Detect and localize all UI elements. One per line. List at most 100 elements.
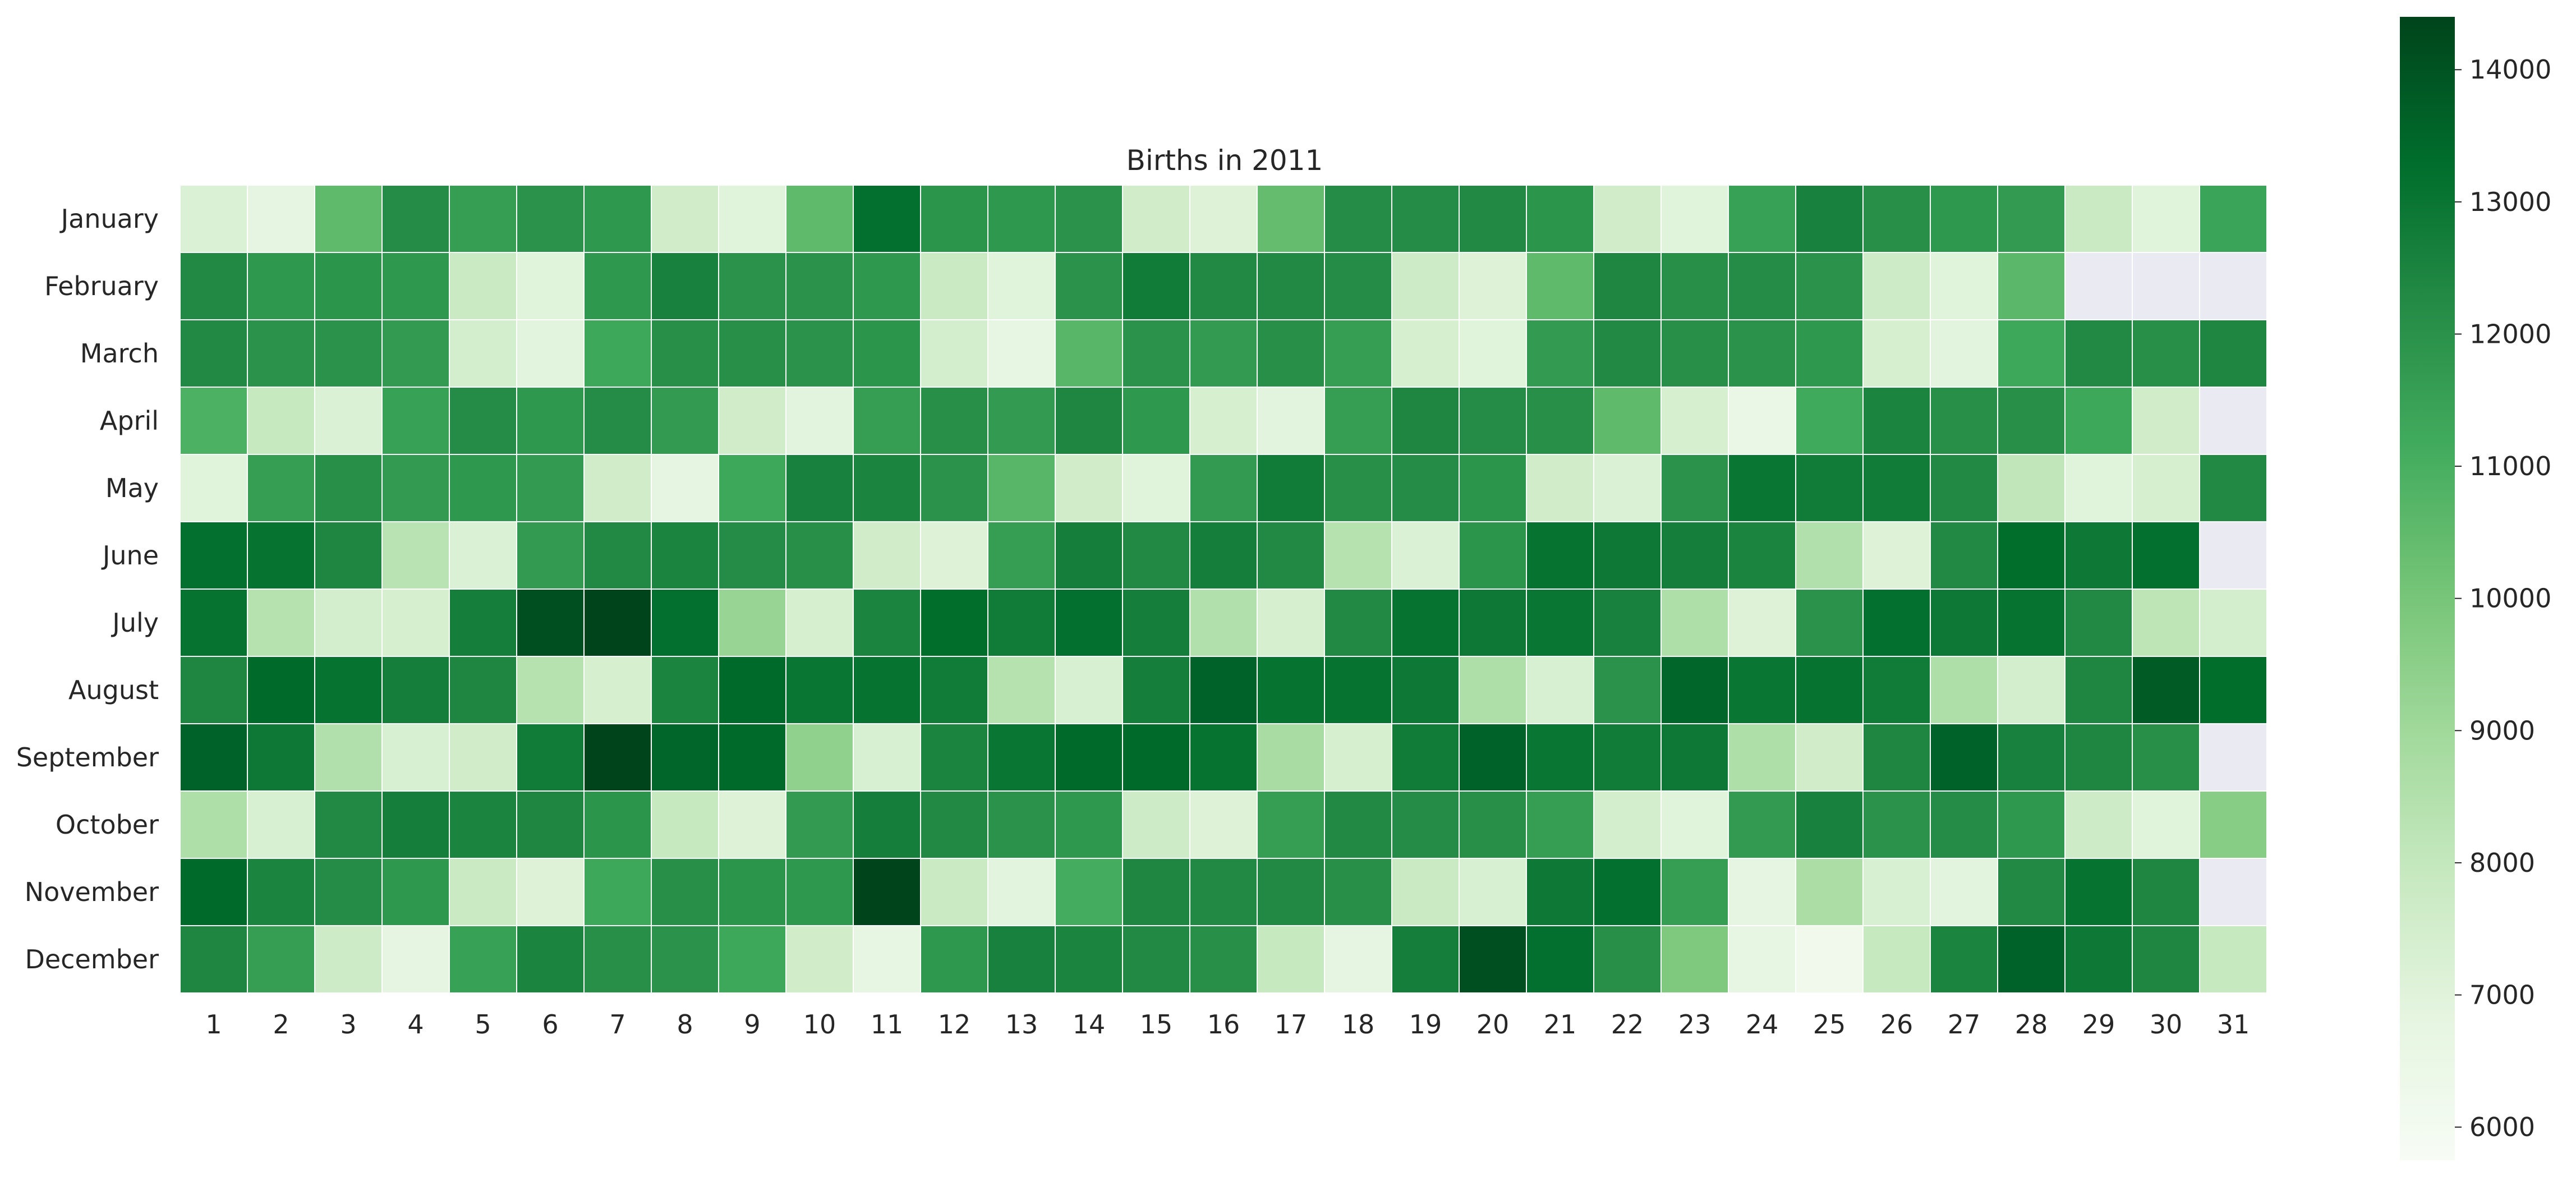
heatmap-cell (853, 656, 921, 724)
column-label: 30 (2150, 1009, 2183, 1040)
heatmap-cell (1459, 656, 1527, 724)
heatmap-cell (449, 185, 517, 253)
heatmap-cell (449, 521, 517, 590)
heatmap-cell (449, 588, 517, 657)
column-label: 13 (1005, 1009, 1038, 1040)
heatmap-cell (2064, 521, 2133, 590)
heatmap-cell (1593, 319, 1662, 388)
heatmap-cell (1728, 925, 1796, 994)
row-label: July (111, 608, 159, 638)
heatmap-cell (2132, 925, 2200, 994)
heatmap-cell (1526, 521, 1594, 590)
heatmap-cell (987, 588, 1056, 657)
heatmap-cell (2199, 319, 2267, 388)
heatmap-cell (583, 185, 652, 253)
heatmap-cell (1997, 387, 2066, 455)
heatmap-cell (1593, 387, 1662, 455)
heatmap-cell (381, 387, 450, 455)
heatmap-cell (1593, 588, 1662, 657)
heatmap-cell (449, 319, 517, 388)
row-label: April (100, 406, 159, 436)
heatmap-cell (2132, 252, 2200, 320)
heatmap-cell (1862, 858, 1931, 926)
heatmap-cell (314, 858, 383, 926)
heatmap-cell (1257, 925, 1325, 994)
colorbar-tick-label: 11000 (2469, 451, 2551, 481)
heatmap-cell (651, 387, 719, 455)
heatmap-cell (853, 723, 921, 792)
heatmap-cell (651, 454, 719, 522)
heatmap-cell (247, 858, 315, 926)
heatmap-cell (449, 454, 517, 522)
heatmap-cell (1459, 252, 1527, 320)
heatmap-cell (1391, 319, 1460, 388)
heatmap-cell (1862, 454, 1931, 522)
heatmap-cell (1593, 790, 1662, 859)
heatmap-cell (516, 858, 585, 926)
heatmap-cell (1257, 454, 1325, 522)
colorbar-tick-label: 7000 (2469, 980, 2535, 1010)
heatmap-cell (1526, 656, 1594, 724)
heatmap-cell (2199, 656, 2267, 724)
heatmap-cell (381, 588, 450, 657)
heatmap-cell (1660, 185, 1729, 253)
heatmap-cell (853, 588, 921, 657)
heatmap-cell (1324, 723, 1392, 792)
heatmap-cell (853, 252, 921, 320)
heatmap-cell (1459, 521, 1527, 590)
heatmap-cell (583, 319, 652, 388)
heatmap-cell (583, 454, 652, 522)
heatmap-cell (314, 387, 383, 455)
heatmap-cell (516, 454, 585, 522)
heatmap-cell (2199, 521, 2267, 590)
heatmap-cell (1189, 588, 1258, 657)
column-label: 14 (1073, 1009, 1106, 1040)
heatmap-cell (651, 252, 719, 320)
heatmap-cell (2199, 387, 2267, 455)
heatmap-cell (1055, 521, 1123, 590)
heatmap-cell (1459, 858, 1527, 926)
heatmap-cell (381, 925, 450, 994)
heatmap-cell (2132, 723, 2200, 792)
column-label: 23 (1678, 1009, 1712, 1040)
heatmap-cell (314, 252, 383, 320)
heatmap-cell (314, 521, 383, 590)
heatmap-cell (1593, 858, 1662, 926)
heatmap-cell (853, 925, 921, 994)
heatmap-cell (1593, 925, 1662, 994)
heatmap-cell (381, 723, 450, 792)
heatmap-cell (987, 521, 1056, 590)
heatmap-cell (1122, 858, 1190, 926)
row-label: December (25, 944, 159, 974)
heatmap-cell (2132, 858, 2200, 926)
heatmap-cell (1122, 925, 1190, 994)
heatmap-cell (920, 723, 988, 792)
heatmap-cell (247, 790, 315, 859)
heatmap-cell (1459, 319, 1527, 388)
heatmap-cell (920, 588, 988, 657)
column-label: 12 (938, 1009, 971, 1040)
heatmap-cell (1122, 790, 1190, 859)
heatmap-cell (718, 252, 786, 320)
heatmap-cell (1055, 723, 1123, 792)
heatmap-cell (1795, 790, 1864, 859)
heatmap-cell (1728, 858, 1796, 926)
heatmap-cell (1257, 790, 1325, 859)
heatmap-cell (651, 185, 719, 253)
heatmap-cell (180, 521, 248, 590)
row-label: February (44, 271, 159, 301)
heatmap-cell (1391, 588, 1460, 657)
heatmap-cell (1459, 454, 1527, 522)
heatmap-cell (718, 588, 786, 657)
heatmap-cell (180, 387, 248, 455)
row-label: October (56, 810, 159, 840)
heatmap-cell (180, 588, 248, 657)
heatmap-cell (920, 521, 988, 590)
heatmap-cell (1122, 387, 1190, 455)
heatmap-cell (180, 252, 248, 320)
heatmap-cell (1930, 588, 1998, 657)
heatmap-cell (785, 521, 854, 590)
heatmap-cell (2199, 588, 2267, 657)
heatmap-cell (583, 588, 652, 657)
heatmap-cell (1795, 252, 1864, 320)
